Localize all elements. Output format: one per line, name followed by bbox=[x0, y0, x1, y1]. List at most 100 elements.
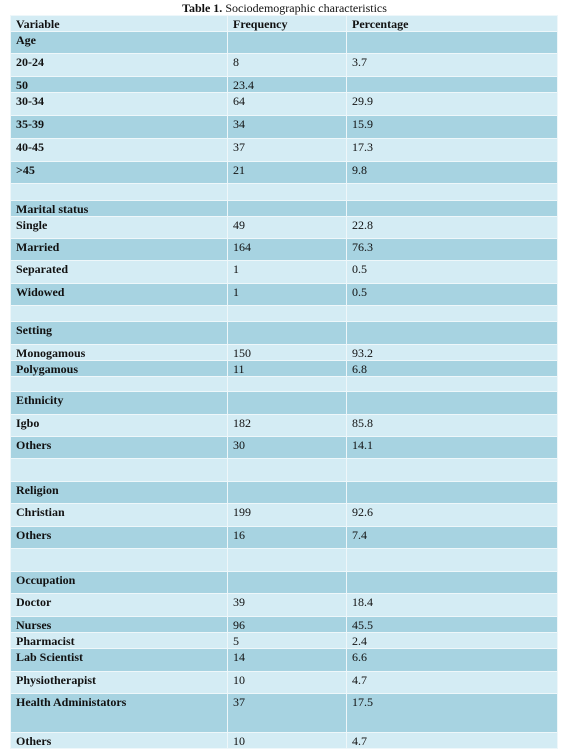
table-cell: 9.8 bbox=[346, 161, 558, 184]
table-cell: 0.5 bbox=[346, 260, 558, 284]
table-row: Variable Frequency Percentage bbox=[10, 15, 558, 32]
table-cell: 1 bbox=[227, 283, 347, 306]
table-cell: 21 bbox=[227, 161, 347, 184]
table-cell: 7.4 bbox=[346, 526, 558, 549]
table-row bbox=[10, 458, 558, 482]
table-row: Married 164 76.3 bbox=[10, 238, 558, 261]
table-cell: 30-34 bbox=[10, 92, 228, 116]
table-row bbox=[10, 376, 558, 392]
table-cell: 20-24 bbox=[10, 53, 228, 77]
table-row: Monogamous 150 93.2 bbox=[10, 344, 558, 361]
table-cell: 34 bbox=[227, 115, 347, 139]
table-cell: Monogamous bbox=[10, 344, 228, 361]
table-cell: 30 bbox=[227, 436, 347, 459]
table-row: 40-45 37 17.3 bbox=[10, 138, 558, 162]
table-cell bbox=[227, 548, 347, 572]
table-cell bbox=[227, 321, 347, 345]
table-row: 20-24 8 3.7 bbox=[10, 53, 558, 77]
table-cell: 85.8 bbox=[346, 414, 558, 437]
table-row: Ethnicity bbox=[10, 391, 558, 415]
table-cell: 15.9 bbox=[346, 115, 558, 139]
table-cell: Polygamous bbox=[10, 360, 228, 377]
table-cell: 22.8 bbox=[346, 216, 558, 239]
table-cell: Setting bbox=[10, 321, 228, 345]
table-cell: Others bbox=[10, 526, 228, 549]
table-cell: 93.2 bbox=[346, 344, 558, 361]
table-row: Separated 1 0.5 bbox=[10, 260, 558, 284]
table-cell: 92.6 bbox=[346, 503, 558, 527]
table-caption: Table 1. Sociodemographic characteristic… bbox=[0, 2, 569, 15]
table-cell: 49 bbox=[227, 216, 347, 239]
table-cell bbox=[227, 458, 347, 482]
table-cell: Igbo bbox=[10, 414, 228, 437]
table-cell: Percentage bbox=[346, 15, 558, 32]
table-row: 35-39 34 15.9 bbox=[10, 115, 558, 139]
table-cell: 4.7 bbox=[346, 671, 558, 694]
table-row: Widowed 1 0.5 bbox=[10, 283, 558, 306]
table-row: Doctor 39 18.4 bbox=[10, 593, 558, 617]
table-cell: Variable bbox=[10, 15, 228, 32]
table-cell bbox=[10, 376, 228, 392]
table-row: Christian 199 92.6 bbox=[10, 503, 558, 527]
table-cell bbox=[227, 200, 347, 217]
table-cell bbox=[227, 305, 347, 322]
table-cell: 1 bbox=[227, 260, 347, 284]
table-cell: 164 bbox=[227, 238, 347, 261]
table-cell: 37 bbox=[227, 693, 347, 733]
table-row: 30-34 64 29.9 bbox=[10, 92, 558, 116]
table-cell: 6.6 bbox=[346, 648, 558, 672]
table-row: Age bbox=[10, 31, 558, 54]
table-row: >45 21 9.8 bbox=[10, 161, 558, 184]
table-row: Lab Scientist 14 6.6 bbox=[10, 648, 558, 672]
table-cell: 150 bbox=[227, 344, 347, 361]
table-row: Occupation bbox=[10, 571, 558, 594]
table-cell: Health Administators bbox=[10, 693, 228, 733]
table-row: Others 30 14.1 bbox=[10, 436, 558, 459]
table-cell bbox=[10, 305, 228, 322]
table-cell: Occupation bbox=[10, 571, 228, 594]
table-cell: 50 bbox=[10, 76, 228, 93]
table-cell: Age bbox=[10, 31, 228, 54]
caption-text: Sociodemographic characteristics bbox=[225, 1, 387, 15]
table-cell: 45.5 bbox=[346, 616, 558, 633]
table-row: Nurses 96 45.5 bbox=[10, 616, 558, 633]
table-cell bbox=[346, 458, 558, 482]
table-cell: Doctor bbox=[10, 593, 228, 617]
table-cell bbox=[346, 305, 558, 322]
table-cell: 199 bbox=[227, 503, 347, 527]
table-cell: 18.4 bbox=[346, 593, 558, 617]
table-cell: Others bbox=[10, 732, 228, 749]
table-cell bbox=[227, 376, 347, 392]
table-cell: Single bbox=[10, 216, 228, 239]
table-cell: 2.4 bbox=[346, 632, 558, 649]
table-row: Health Administators 37 17.5 bbox=[10, 693, 558, 733]
table-cell: Ethnicity bbox=[10, 391, 228, 415]
table-cell: 3.7 bbox=[346, 53, 558, 77]
table-cell: 8 bbox=[227, 53, 347, 77]
table-cell bbox=[346, 76, 558, 93]
table-cell: Married bbox=[10, 238, 228, 261]
caption-label: Table 1. bbox=[182, 1, 223, 15]
table-cell bbox=[10, 548, 228, 572]
table-row: Physiotherapist 10 4.7 bbox=[10, 671, 558, 694]
table-cell bbox=[346, 548, 558, 572]
table-cell: 64 bbox=[227, 92, 347, 116]
table-row: Others 10 4.7 bbox=[10, 732, 558, 749]
table-cell bbox=[346, 200, 558, 217]
table-row: Others 16 7.4 bbox=[10, 526, 558, 549]
table-cell bbox=[227, 391, 347, 415]
table-cell bbox=[10, 183, 228, 201]
table-cell bbox=[346, 376, 558, 392]
table-cell: 40-45 bbox=[10, 138, 228, 162]
table-cell: 17.5 bbox=[346, 693, 558, 733]
table-row: Religion bbox=[10, 481, 558, 504]
table-row bbox=[10, 183, 558, 201]
table-cell bbox=[227, 31, 347, 54]
table-cell bbox=[346, 481, 558, 504]
table-row: Setting bbox=[10, 321, 558, 345]
table-cell: Others bbox=[10, 436, 228, 459]
table-cell: 0.5 bbox=[346, 283, 558, 306]
data-table: Variable Frequency Percentage Age 20-24 8 3.7 5… bbox=[10, 15, 558, 749]
table-cell: 11 bbox=[227, 360, 347, 377]
table-row bbox=[10, 305, 558, 322]
